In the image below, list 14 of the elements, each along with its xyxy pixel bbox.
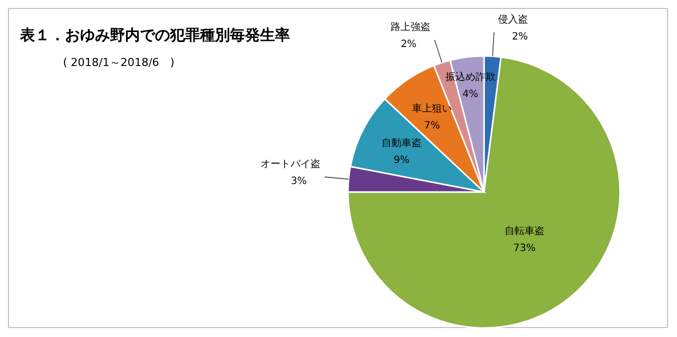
text: 表１．おゆみ野内での犯罪種別毎発生率 <box>19 26 290 44</box>
data-label: 2% <box>400 38 417 50</box>
slice-label: 路上強盗 <box>390 20 431 33</box>
text: ( 2018/1～2018/6 ) <box>63 56 174 69</box>
data-label: 73% <box>513 242 536 254</box>
data-label: 7% <box>424 120 440 132</box>
data-label: 3% <box>290 176 307 187</box>
slice-label: 自動車盗 <box>382 137 422 150</box>
data-label: 4% <box>462 89 478 100</box>
data-label: 9% <box>394 155 410 166</box>
slice-label: オートバイ盗 <box>260 158 321 170</box>
slice-label: 侵入盗 <box>498 13 528 26</box>
data-label: 2% <box>512 31 528 42</box>
slice-label: 自転車盗 <box>504 224 544 237</box>
